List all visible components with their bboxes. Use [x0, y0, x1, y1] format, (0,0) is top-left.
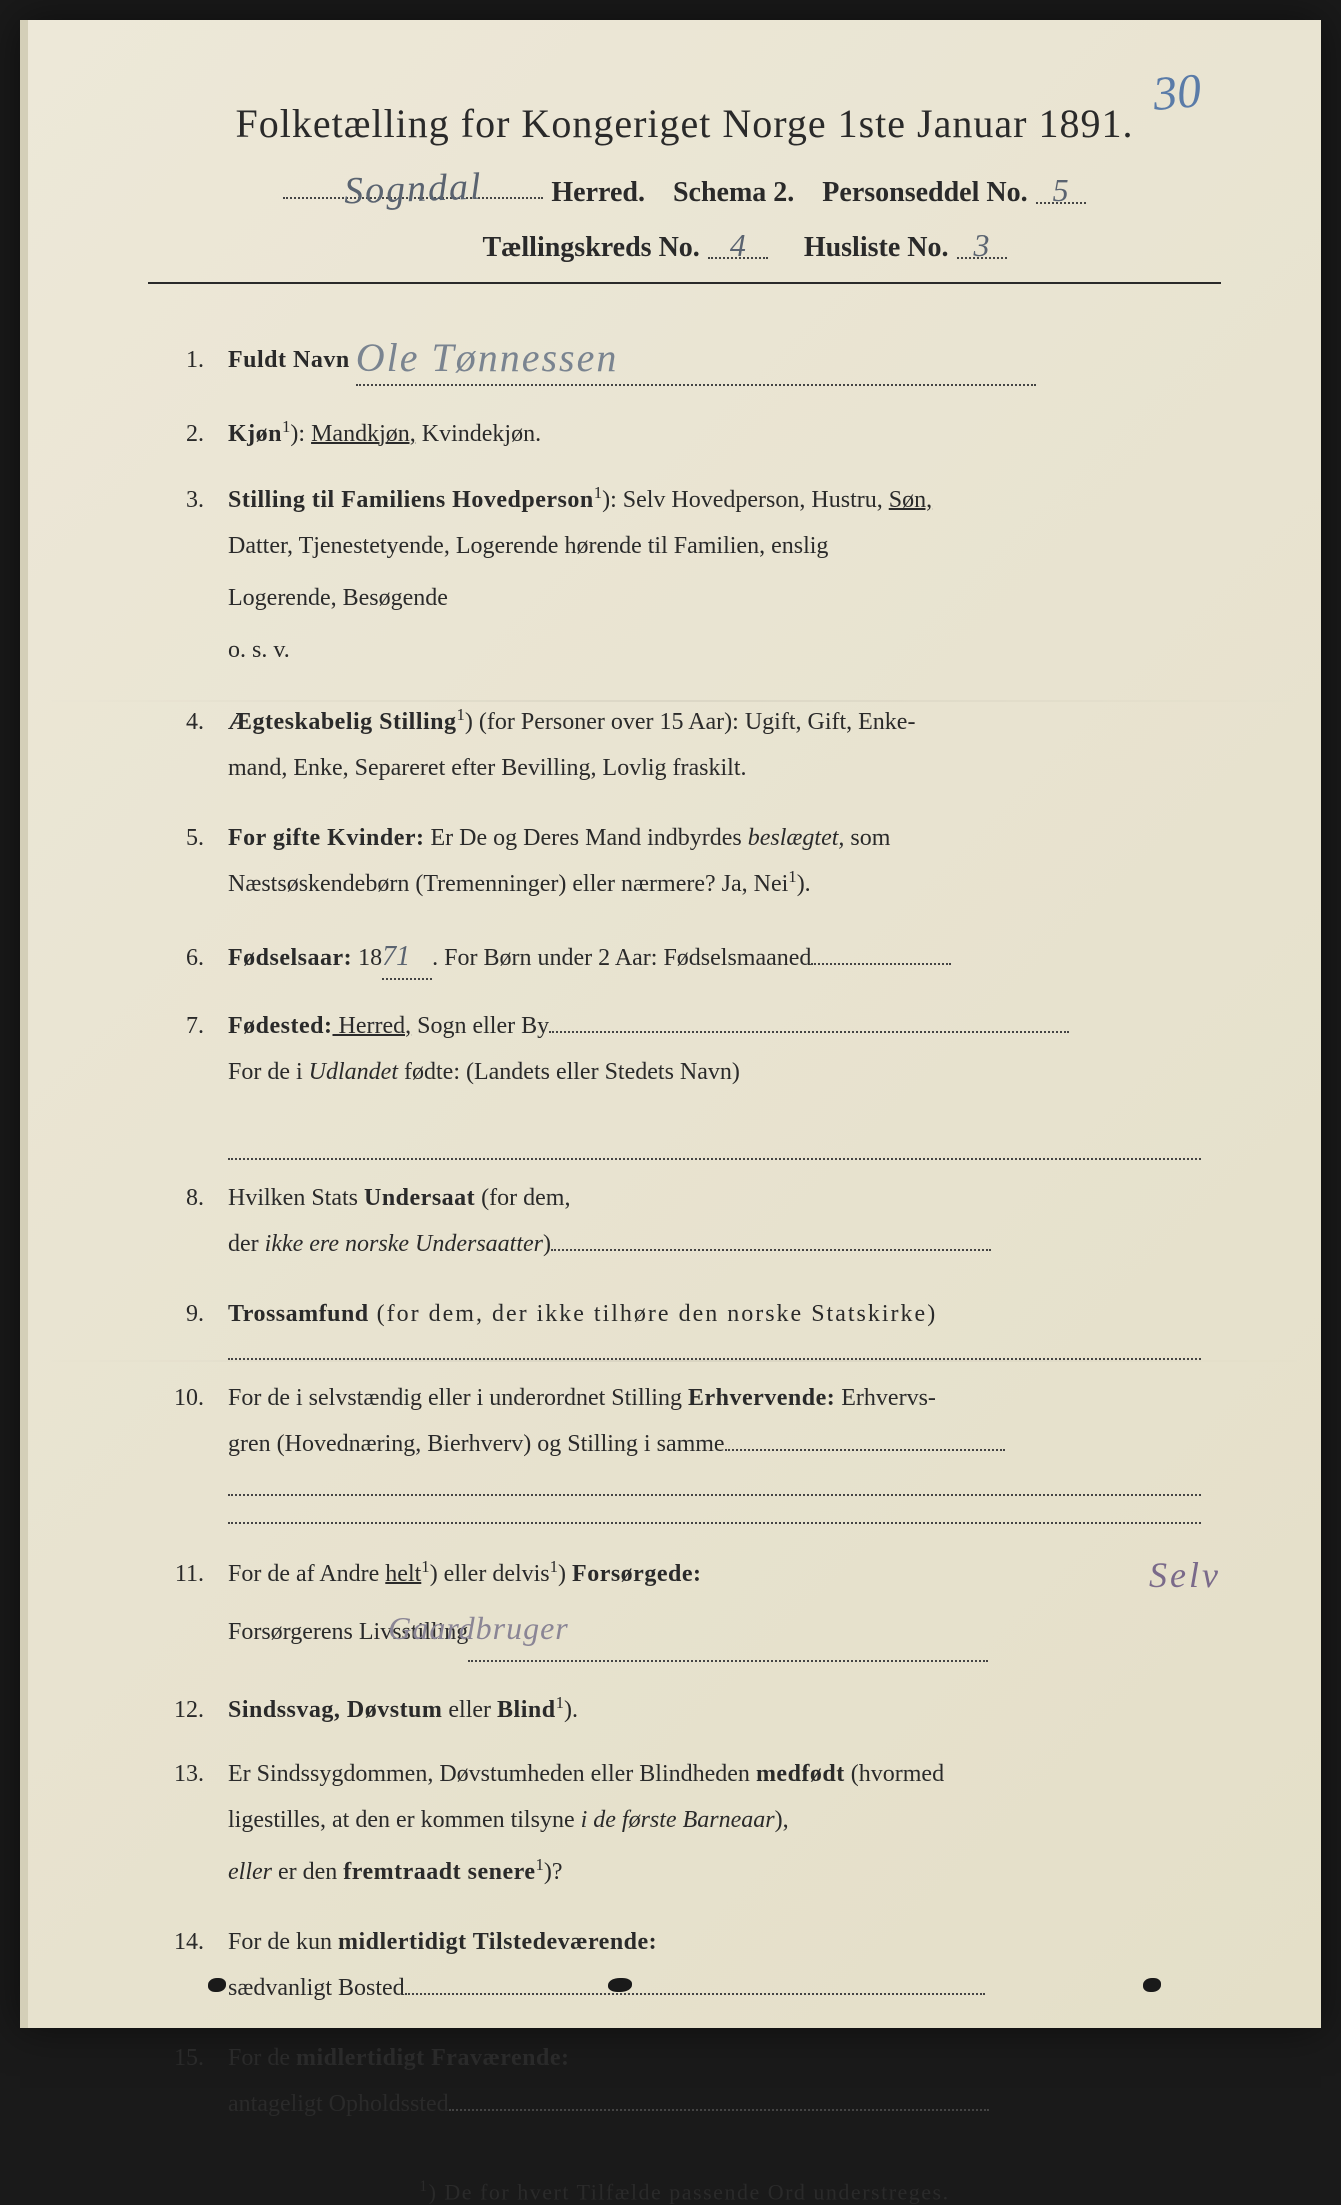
row-7: 7. Fødested: Herred, Sogn eller By — [168, 1008, 1201, 1044]
row-3-cont2: Logerende, Besøgende — [228, 574, 1201, 622]
row-4: 4. Ægteskabelig Stilling1) (for Personer… — [168, 702, 1201, 740]
header-divider — [148, 282, 1221, 284]
husliste-label: Husliste No. — [804, 232, 949, 264]
row-10-dotted2 — [228, 1500, 1201, 1524]
forsorger-value: Gaardbruger — [388, 1610, 568, 1646]
kreds-value: 4 — [730, 227, 746, 264]
row-15: 15. For de midlertidigt Fraværende: — [168, 2040, 1201, 2076]
trossamfund-label: Trossamfund — [228, 1301, 369, 1327]
schema-label: Schema 2. — [673, 177, 794, 209]
fodested-label: Fødested: — [228, 1013, 332, 1039]
mandkjon: Mandkjøn, — [311, 421, 416, 447]
fuldt-navn-label: Fuldt Navn — [228, 347, 350, 373]
row-7-dotted — [228, 1136, 1201, 1160]
row-13-cont2: eller er den fremtraadt senere1)? — [228, 1848, 1201, 1896]
herred-label: Herred. — [551, 177, 645, 209]
form-header: Folketælling for Kongeriget Norge 1ste J… — [148, 100, 1221, 284]
row-14: 14. For de kun midlertidigt Tilstedevære… — [168, 1924, 1201, 1960]
kjon-label: Kjøn — [228, 421, 282, 447]
row-11-cont: Forsørgerens LivsstillingGaardbruger — [228, 1596, 1201, 1662]
form-body: 1. Fuldt Navn Ole Tønnessen 2. Kjøn1): M… — [148, 324, 1221, 2128]
row-6: 6. Fødselsaar: 1871. For Børn under 2 Aa… — [168, 936, 1201, 980]
row-1: 1. Fuldt Navn Ole Tønnessen — [168, 324, 1201, 386]
aegteskab-label: Ægteskabelig Stilling — [228, 709, 457, 735]
kreds-label: Tællingskreds No. — [482, 232, 699, 264]
main-title: Folketælling for Kongeriget Norge 1ste J… — [148, 100, 1221, 147]
row-4-cont: mand, Enke, Separeret efter Bevilling, L… — [228, 744, 1201, 792]
selv-handwritten: Selv — [1149, 1548, 1221, 1602]
subtitle-row-1: Sogndal Herred. Schema 2. Personseddel N… — [148, 167, 1221, 209]
herred-value: Sogndal — [343, 165, 483, 214]
row-7-cont: For de i Udlandet fødte: (Landets eller … — [228, 1048, 1201, 1096]
gifte-kvinder-label: For gifte Kvinder: — [228, 825, 425, 851]
row-8-cont: der ikke ere norske Undersaatter) — [228, 1220, 1201, 1268]
row-9: 9. Trossamfund (for dem, der ikke tilhør… — [168, 1296, 1201, 1332]
row-8: 8. Hvilken Stats Undersaat (for dem, — [168, 1180, 1201, 1216]
paper-spots — [28, 1978, 1321, 2008]
page-number: 30 — [1151, 63, 1204, 122]
husliste-value: 3 — [974, 227, 990, 264]
census-form-page: 30 Folketælling for Kongeriget Norge 1st… — [20, 20, 1321, 2028]
row-2: 2. Kjøn1): Mandkjøn, Kvindekjøn. — [168, 414, 1201, 452]
row-5: 5. For gifte Kvinder: Er De og Deres Man… — [168, 820, 1201, 856]
personseddel-label: Personseddel No. — [822, 177, 1027, 209]
herred-underlined: Herred, — [332, 1013, 411, 1039]
row-3-cont3: o. s. v. — [228, 626, 1201, 674]
row-11: 11. For de af Andre helt1) eller delvis1… — [168, 1554, 1201, 1592]
row-13-cont1: ligestilles, at den er kommen tilsyne i … — [228, 1796, 1201, 1844]
row-3: 3. Stilling til Familiens Hovedperson1):… — [168, 480, 1201, 518]
row-15-cont: antageligt Opholdssted — [228, 2080, 1201, 2128]
personseddel-value: 5 — [1053, 172, 1069, 209]
row-12: 12. Sindssvag, Døvstum eller Blind1). — [168, 1690, 1201, 1728]
stilling-label: Stilling til Familiens Hovedperson — [228, 487, 594, 513]
row-3-cont1: Datter, Tjenestetyende, Logerende hørend… — [228, 522, 1201, 570]
row-10-dotted1 — [228, 1472, 1201, 1496]
row-10-cont: gren (Hovednæring, Bierhverv) og Stillin… — [228, 1420, 1201, 1468]
row-5-cont: Næstsøskendebørn (Tremenninger) eller næ… — [228, 860, 1201, 908]
row-9-dotted — [228, 1336, 1201, 1360]
name-value: Ole Tønnessen — [356, 335, 619, 380]
footnote: 1) De for hvert Tilfælde passende Ord un… — [148, 2178, 1221, 2205]
subtitle-row-2: Tællingskreds No. 4 Husliste No. 3 — [148, 227, 1221, 264]
son-underlined: Søn, — [889, 487, 932, 513]
birth-year: 71 — [382, 941, 410, 972]
row-13: 13. Er Sindssygdommen, Døvstumheden elle… — [168, 1756, 1201, 1792]
fodselsaar-label: Fødselsaar: — [228, 945, 352, 971]
row-10: 10. For de i selvstændig eller i underor… — [168, 1380, 1201, 1416]
